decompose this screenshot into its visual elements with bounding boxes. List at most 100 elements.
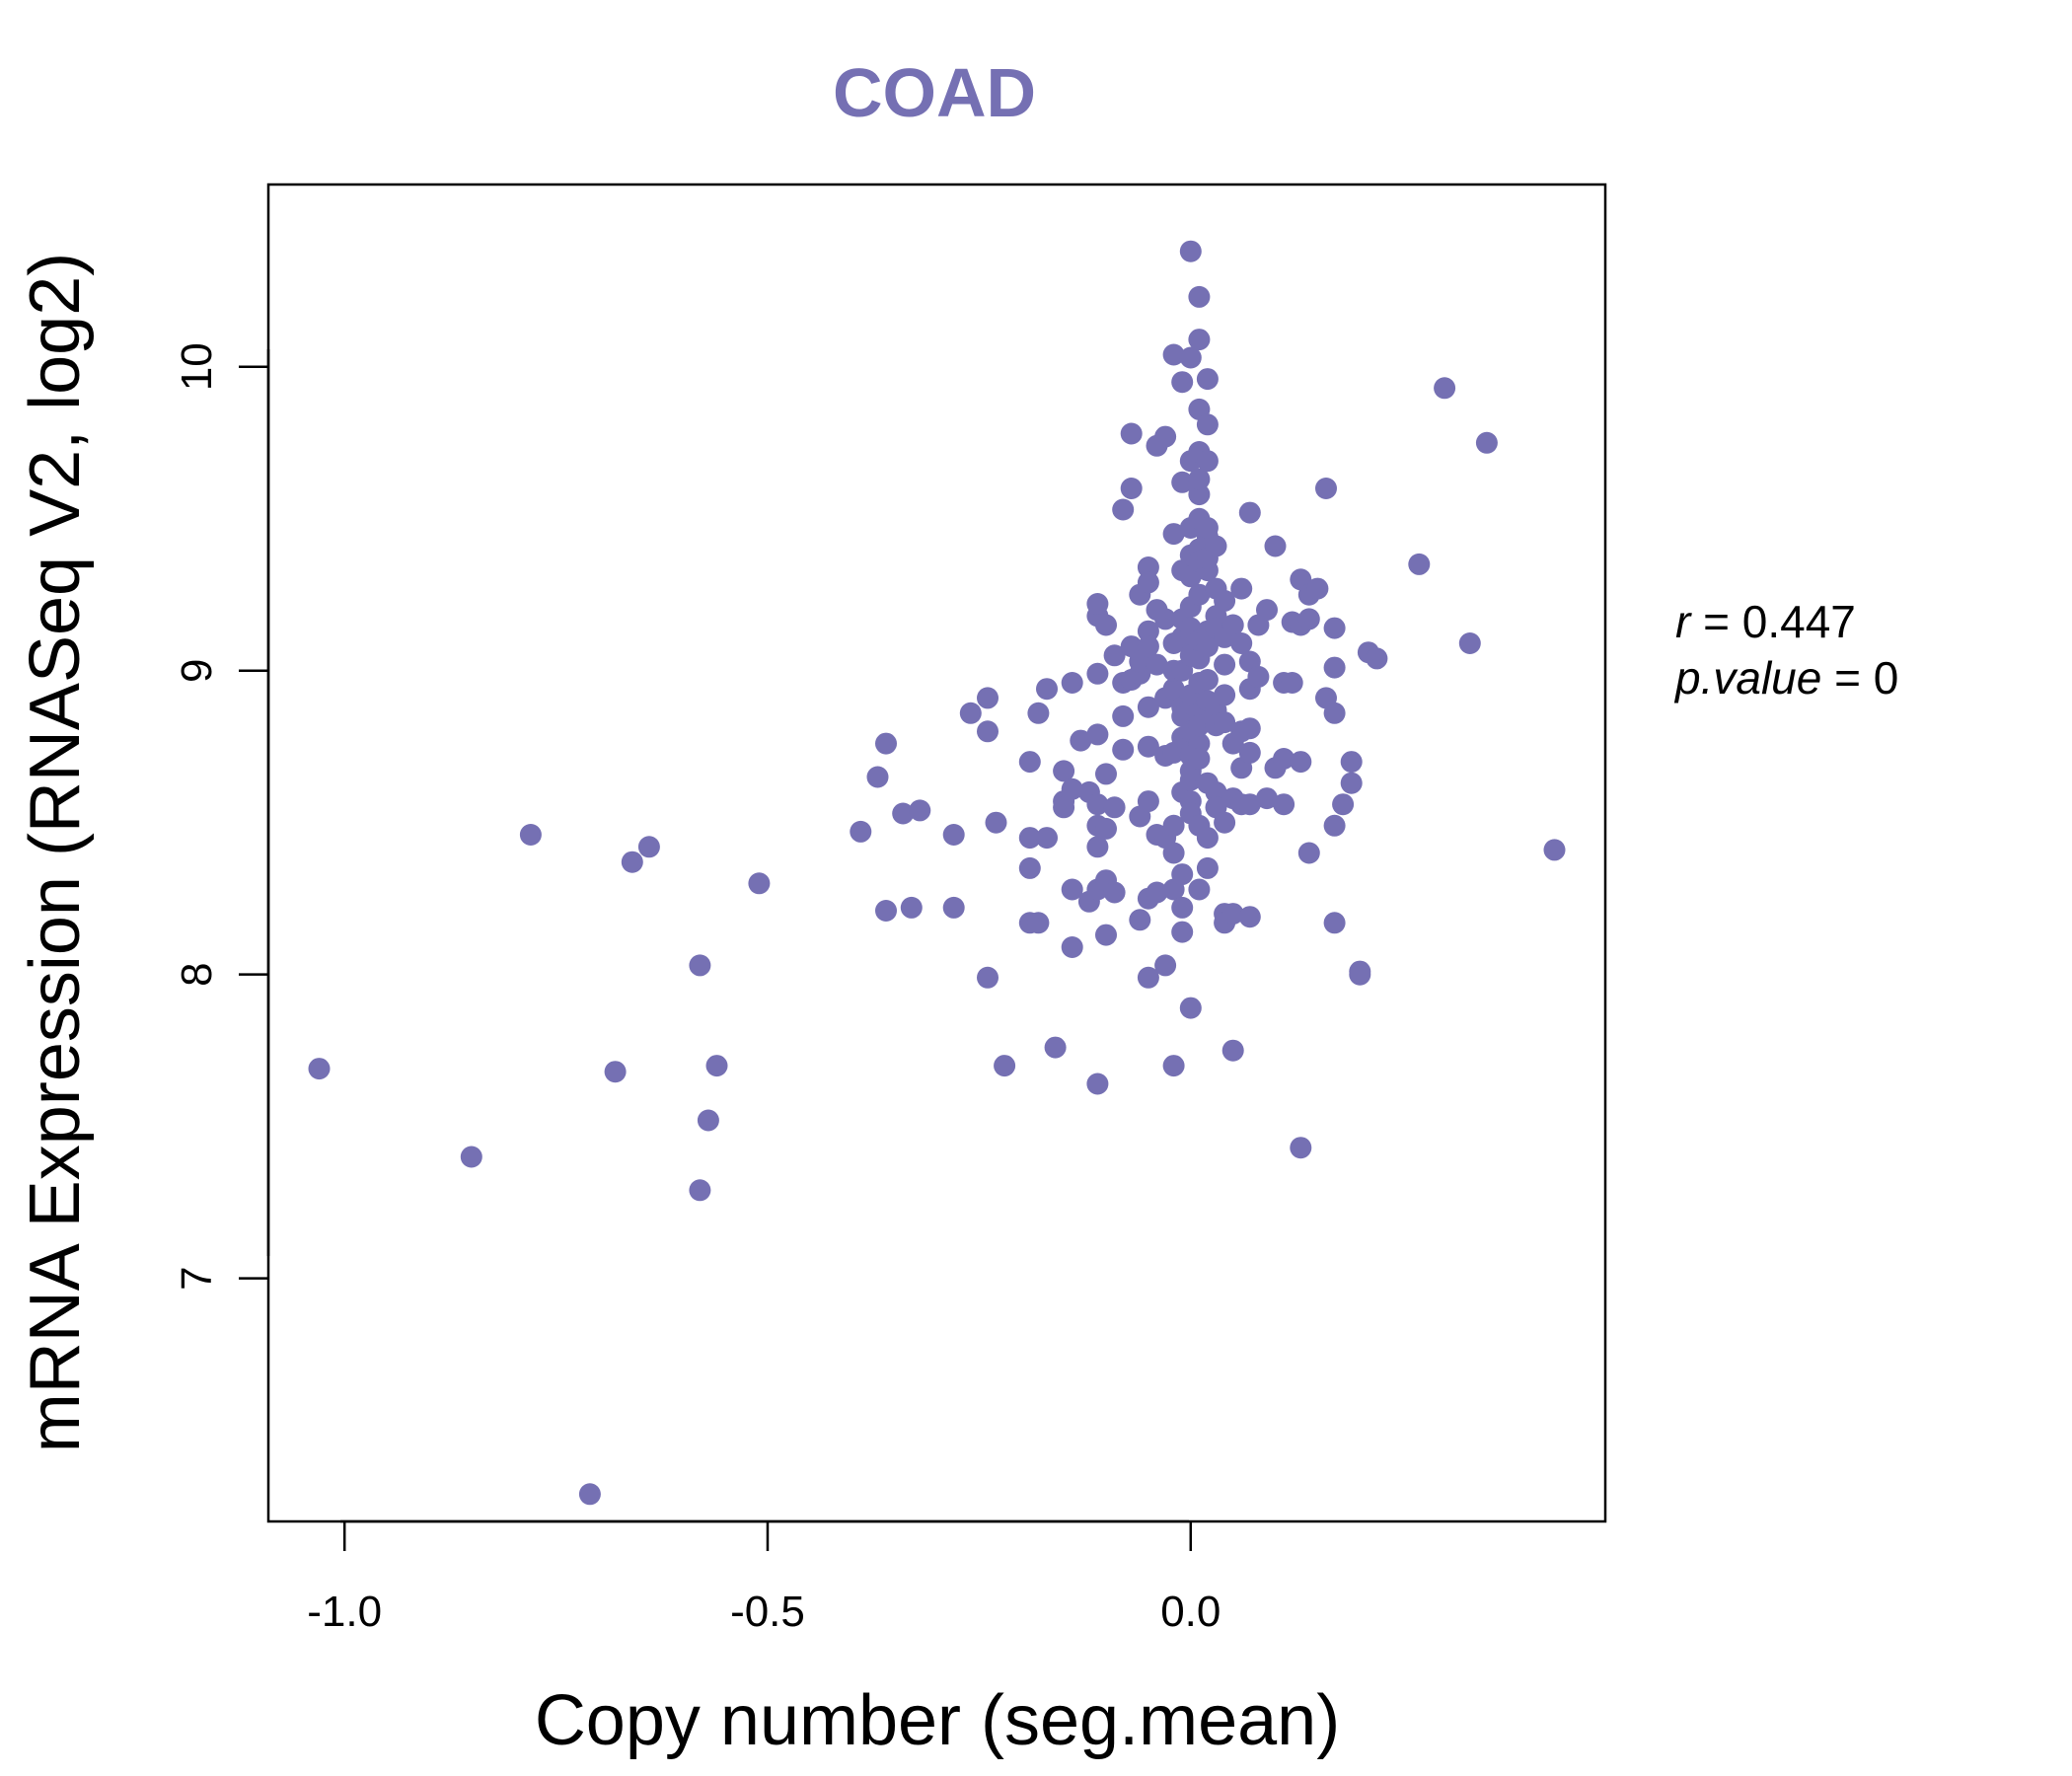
- data-point-6: [637, 836, 660, 858]
- data-point-241: [1543, 839, 1566, 861]
- data-point-201: [1238, 793, 1261, 816]
- data-point-90: [1154, 425, 1177, 448]
- data-point-51: [1086, 793, 1109, 816]
- data-point-157: [1196, 368, 1219, 391]
- data-point-216: [1290, 751, 1312, 774]
- y-tick-label-3: 10: [173, 342, 221, 391]
- data-point-169: [1196, 517, 1219, 539]
- data-point-19: [942, 824, 965, 846]
- data-point-221: [1297, 842, 1320, 864]
- data-point-61: [1103, 796, 1126, 819]
- data-point-180: [1214, 653, 1236, 676]
- data-point-49: [1086, 723, 1109, 746]
- data-point-181: [1214, 684, 1236, 706]
- data-point-146: [1188, 483, 1211, 506]
- data-point-214: [1281, 672, 1303, 694]
- stats-annotation: r = 0.447 p.value = 0: [1673, 596, 1898, 703]
- y-axis-title: mRNA Expression (RNASeq V2, log2): [16, 253, 95, 1452]
- data-point-182: [1214, 711, 1236, 734]
- data-point-12: [850, 820, 872, 843]
- data-point-48: [1086, 662, 1109, 685]
- data-point-29: [1018, 856, 1041, 879]
- data-point-37: [1053, 760, 1075, 782]
- data-point-116: [1171, 863, 1194, 886]
- data-point-84: [1137, 635, 1159, 658]
- data-point-42: [1061, 936, 1083, 958]
- data-point-168: [1196, 856, 1219, 879]
- data-point-200: [1238, 741, 1261, 764]
- data-point-21: [959, 702, 982, 724]
- data-point-47: [1086, 593, 1109, 615]
- data-point-151: [1188, 714, 1211, 737]
- data-point-13: [866, 766, 889, 788]
- data-points: [308, 240, 1566, 1506]
- data-point-159: [1196, 450, 1219, 473]
- data-point-78: [1137, 620, 1159, 642]
- data-point-117: [1171, 896, 1194, 919]
- y-axis: 7 8 9 10: [173, 342, 270, 1291]
- data-point-77: [1137, 571, 1159, 594]
- data-point-16: [892, 802, 915, 825]
- data-point-64: [1112, 498, 1135, 521]
- data-point-80: [1137, 735, 1159, 758]
- data-point-98: [1162, 678, 1185, 701]
- data-point-8: [689, 1179, 711, 1202]
- data-point-197: [1238, 501, 1261, 524]
- data-point-167: [1196, 827, 1219, 850]
- data-point-11: [748, 872, 771, 895]
- data-point-239: [1458, 632, 1481, 654]
- data-point-54: [1086, 1073, 1109, 1095]
- data-point-163: [1196, 635, 1219, 658]
- data-point-111: [1171, 471, 1194, 493]
- data-point-139: [1188, 583, 1211, 606]
- data-point-131: [1179, 346, 1202, 369]
- data-point-155: [1188, 468, 1211, 490]
- data-point-38: [1053, 796, 1075, 819]
- x-tick-label-0: -1.0: [307, 1588, 382, 1636]
- data-point-176: [1205, 780, 1227, 803]
- data-point-66: [1112, 704, 1135, 727]
- data-point-206: [1256, 599, 1278, 622]
- data-point-207: [1256, 787, 1278, 810]
- data-point-83: [1137, 966, 1159, 989]
- p-equals: =: [1821, 652, 1873, 703]
- data-point-86: [1146, 653, 1168, 676]
- y-tick-label-1: 8: [173, 962, 221, 986]
- data-point-15: [875, 900, 897, 922]
- data-point-232: [1340, 772, 1363, 794]
- data-point-144: [1188, 748, 1211, 770]
- data-point-43: [1070, 729, 1092, 752]
- data-point-17: [900, 896, 923, 919]
- data-point-187: [1221, 614, 1244, 636]
- data-point-153: [1188, 878, 1211, 901]
- data-point-220: [1297, 608, 1320, 630]
- data-point-88: [1146, 881, 1168, 904]
- chart-title: COAD: [833, 54, 1036, 131]
- data-point-158: [1196, 413, 1219, 436]
- plot-frame: [266, 183, 1607, 1523]
- data-point-32: [1027, 912, 1050, 934]
- data-point-81: [1137, 790, 1159, 813]
- data-point-2: [519, 824, 542, 846]
- data-point-23: [977, 720, 999, 743]
- data-point-60: [1103, 644, 1126, 667]
- data-point-4: [604, 1061, 627, 1083]
- data-point-7: [689, 954, 711, 977]
- data-point-22: [977, 687, 999, 709]
- y-tick-label-0: 7: [173, 1266, 221, 1290]
- data-point-100: [1162, 814, 1185, 837]
- data-point-14: [875, 732, 897, 755]
- data-point-236: [1366, 647, 1388, 670]
- data-point-102: [1162, 1055, 1185, 1077]
- data-point-59: [1095, 763, 1117, 785]
- data-point-75: [1129, 909, 1151, 931]
- data-point-218: [1290, 1137, 1312, 1159]
- data-point-56: [1095, 817, 1117, 840]
- data-point-24: [977, 966, 999, 989]
- data-point-0: [308, 1058, 331, 1080]
- data-point-68: [1120, 478, 1143, 499]
- data-point-115: [1171, 371, 1194, 394]
- data-point-191: [1221, 903, 1244, 925]
- x-tick-label-2: 0.0: [1160, 1588, 1221, 1636]
- data-point-105: [1162, 842, 1185, 864]
